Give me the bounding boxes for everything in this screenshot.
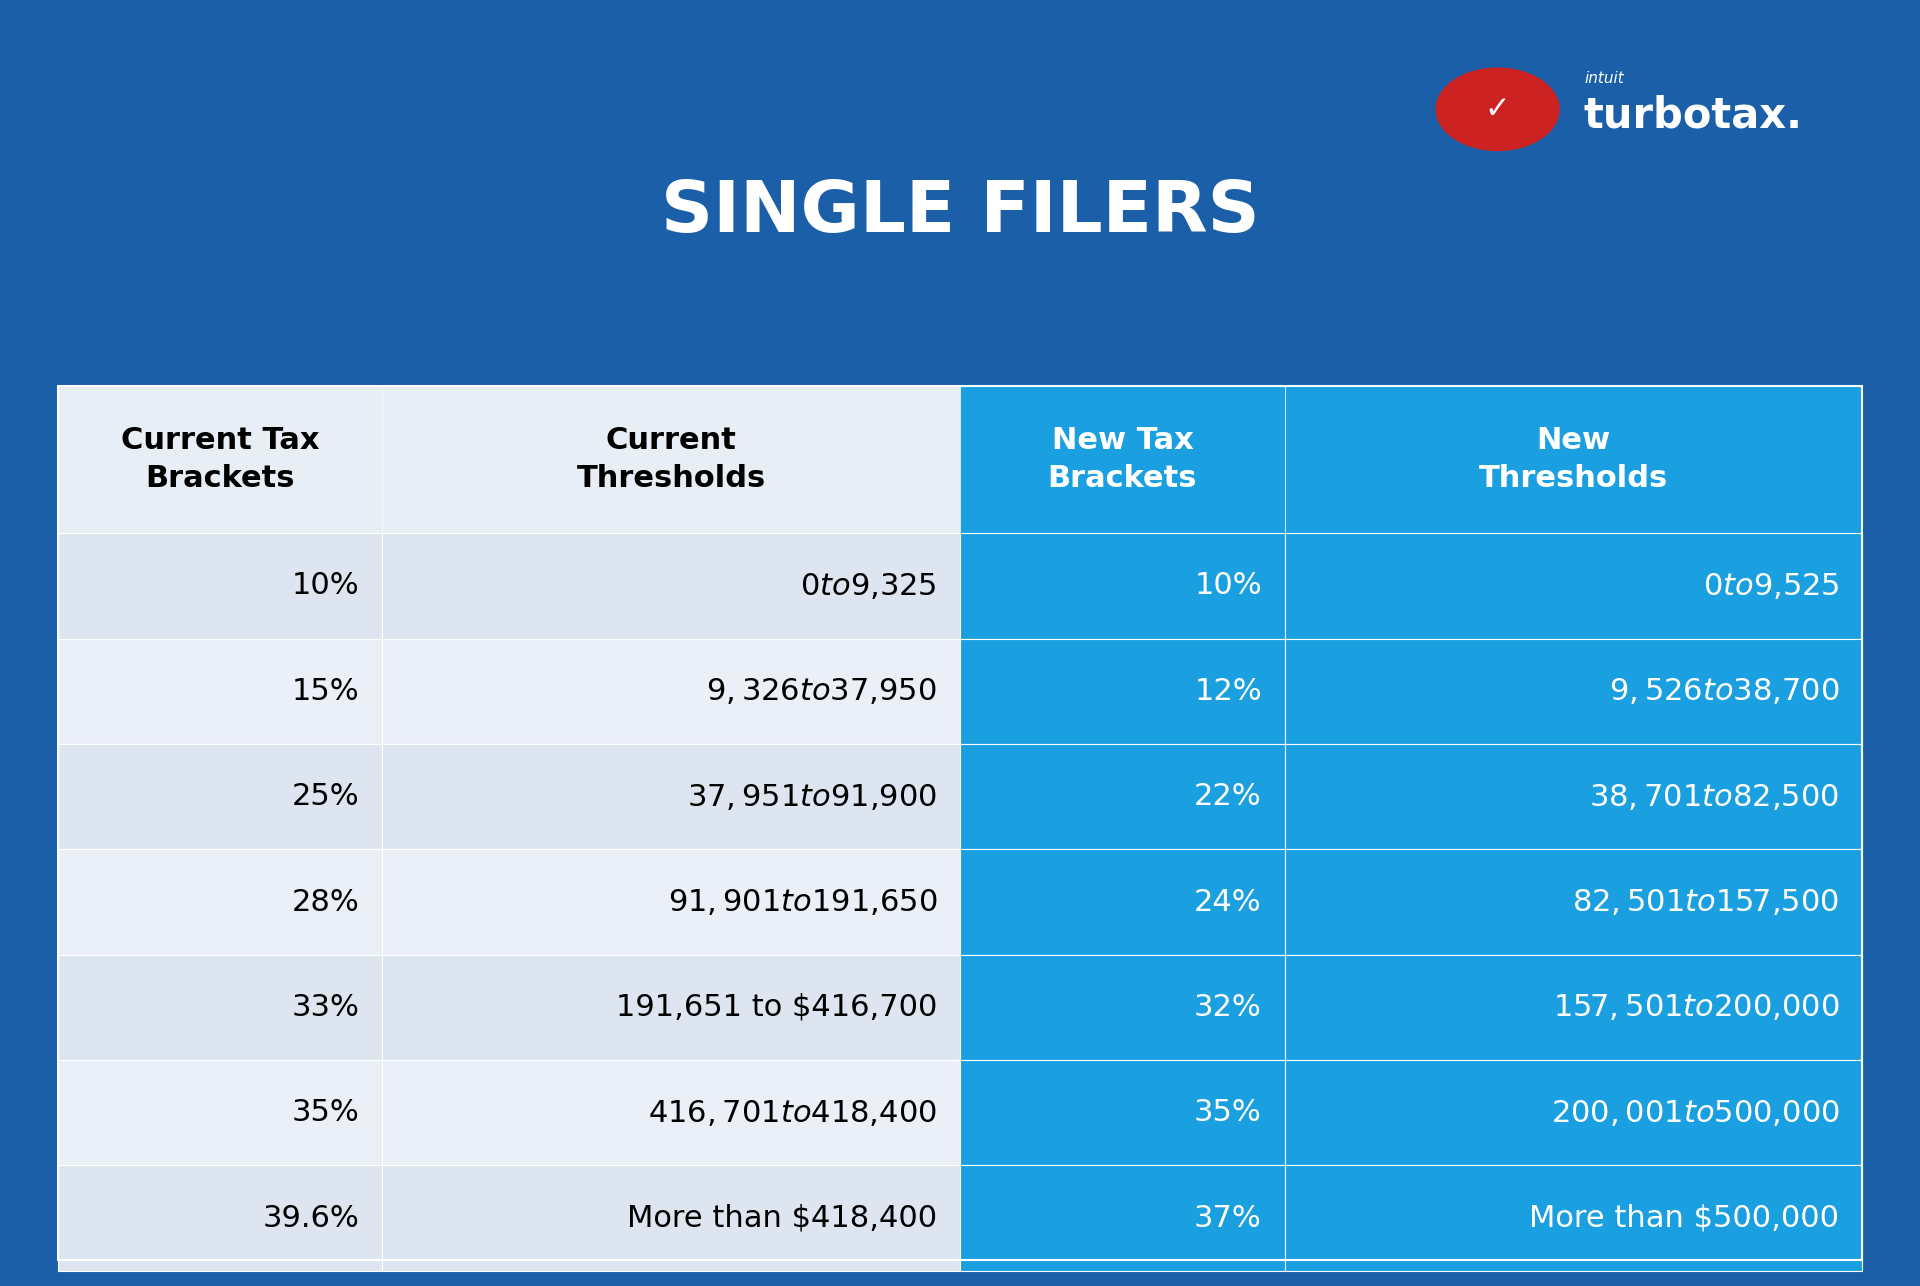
Text: intuit: intuit — [1584, 71, 1624, 86]
Text: $9,526 to $38,700: $9,526 to $38,700 — [1609, 676, 1839, 706]
Text: 35%: 35% — [1194, 1098, 1261, 1128]
Bar — [960, 1060, 1284, 1165]
Bar — [58, 849, 382, 954]
Bar — [58, 386, 1862, 1260]
Text: $157,501 to $200,000: $157,501 to $200,000 — [1553, 993, 1839, 1022]
Bar — [960, 1165, 1284, 1271]
Text: 10%: 10% — [292, 571, 359, 601]
Text: 10%: 10% — [1194, 571, 1261, 601]
Bar — [382, 1165, 960, 1271]
Text: Current Tax
Brackets: Current Tax Brackets — [121, 426, 319, 493]
Text: More than $500,000: More than $500,000 — [1530, 1204, 1839, 1233]
Text: 25%: 25% — [292, 782, 359, 811]
Bar — [1284, 639, 1862, 745]
Bar — [382, 849, 960, 954]
Text: 191,651 to $416,700: 191,651 to $416,700 — [616, 993, 937, 1022]
Text: turbotax.: turbotax. — [1584, 95, 1803, 136]
Text: $0 to $9,525: $0 to $9,525 — [1703, 571, 1839, 601]
Text: $9,326 to $37,950: $9,326 to $37,950 — [707, 676, 937, 706]
Text: $38,701 to $82,500: $38,701 to $82,500 — [1590, 782, 1839, 811]
Bar — [58, 954, 382, 1060]
Text: $37, 951 to $91,900: $37, 951 to $91,900 — [687, 782, 937, 811]
Text: 35%: 35% — [292, 1098, 359, 1128]
FancyBboxPatch shape — [0, 13, 1920, 360]
Text: $82,501 to $157,500: $82,501 to $157,500 — [1572, 887, 1839, 917]
Text: More than $418,400: More than $418,400 — [626, 1204, 937, 1233]
Bar — [1284, 1060, 1862, 1165]
Bar — [382, 745, 960, 849]
Bar — [960, 386, 1284, 534]
Bar — [1284, 1165, 1862, 1271]
Bar — [960, 849, 1284, 954]
Circle shape — [1436, 68, 1559, 150]
Text: $91,901 to $191,650: $91,901 to $191,650 — [668, 887, 937, 917]
Bar — [58, 386, 382, 534]
Bar — [1284, 954, 1862, 1060]
Bar — [58, 534, 382, 639]
Text: New Tax
Brackets: New Tax Brackets — [1048, 426, 1198, 493]
Bar — [382, 1060, 960, 1165]
Bar — [382, 954, 960, 1060]
Bar — [58, 639, 382, 745]
Bar — [58, 1060, 382, 1165]
Text: SINGLE FILERS: SINGLE FILERS — [660, 177, 1260, 247]
Bar — [1284, 386, 1862, 534]
Text: $200,001 to $500,000: $200,001 to $500,000 — [1551, 1098, 1839, 1128]
Bar — [382, 534, 960, 639]
Text: 24%: 24% — [1194, 887, 1261, 917]
Text: $416,701 to $418,400: $416,701 to $418,400 — [649, 1098, 937, 1128]
Bar — [960, 639, 1284, 745]
Text: 33%: 33% — [292, 993, 359, 1022]
Text: 22%: 22% — [1194, 782, 1261, 811]
Bar — [1284, 745, 1862, 849]
Text: 39.6%: 39.6% — [263, 1204, 359, 1233]
Bar — [58, 745, 382, 849]
Bar — [960, 745, 1284, 849]
Text: 12%: 12% — [1194, 676, 1261, 706]
Text: ✓: ✓ — [1484, 95, 1511, 123]
Text: $0 to $9,325: $0 to $9,325 — [801, 571, 937, 601]
Bar — [1284, 534, 1862, 639]
Text: 28%: 28% — [292, 887, 359, 917]
Text: 15%: 15% — [292, 676, 359, 706]
Bar — [382, 639, 960, 745]
Bar — [58, 1165, 382, 1271]
Text: Current
Thresholds: Current Thresholds — [576, 426, 766, 493]
Text: 37%: 37% — [1194, 1204, 1261, 1233]
Bar — [960, 954, 1284, 1060]
Bar — [382, 386, 960, 534]
Text: 32%: 32% — [1194, 993, 1261, 1022]
Bar — [960, 534, 1284, 639]
Text: New
Thresholds: New Thresholds — [1478, 426, 1668, 493]
Bar — [1284, 849, 1862, 954]
